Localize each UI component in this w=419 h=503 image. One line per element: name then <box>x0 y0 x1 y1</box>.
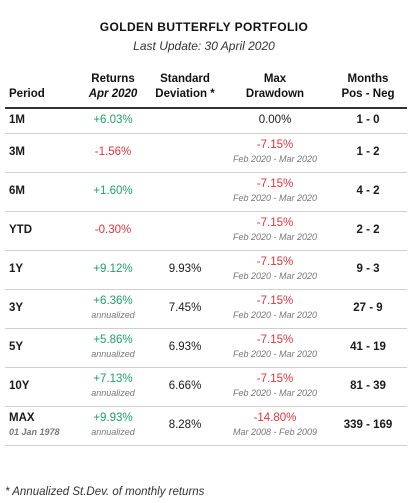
last-update-subtitle: Last Update: 30 April 2020 <box>133 39 275 53</box>
cell-return-annualized: annualized <box>91 309 135 320</box>
cell-max-drawdown: -7.15% Feb 2020 - Mar 2020 <box>221 289 329 329</box>
cell-max-drawdown: -7.15% Feb 2020 - Mar 2020 <box>221 133 329 173</box>
cell-drawdown-range: Feb 2020 - Mar 2020 <box>232 387 318 398</box>
cell-std-dev <box>149 211 221 251</box>
cell-months-pos-neg: 4 - 2 <box>329 172 407 212</box>
cell-return: -1.56% <box>77 133 149 173</box>
cell-period: MAX 01 Jan 1978 <box>5 406 77 446</box>
cell-return: +6.03% <box>77 108 149 134</box>
cell-return-annualized: annualized <box>91 426 135 437</box>
cell-return: +5.86% annualized <box>77 328 149 368</box>
cell-return-annualized: annualized <box>91 387 135 398</box>
cell-max-drawdown: -7.15% Feb 2020 - Mar 2020 <box>221 250 329 290</box>
cell-return: +6.36% annualized <box>77 289 149 329</box>
cell-max-drawdown: 0.00% <box>221 108 329 134</box>
cell-period: 3M <box>5 133 77 173</box>
cell-std-dev <box>149 172 221 212</box>
cell-drawdown-range: Feb 2020 - Mar 2020 <box>232 192 318 203</box>
cell-max-drawdown: -14.80% Mar 2008 - Feb 2009 <box>221 406 329 446</box>
cell-max-drawdown: -7.15% Feb 2020 - Mar 2020 <box>221 328 329 368</box>
cell-std-dev: 9.93% <box>149 250 221 290</box>
cell-period: 10Y <box>5 367 77 407</box>
cell-months-pos-neg: 81 - 39 <box>329 367 407 407</box>
cell-months-pos-neg: 2 - 2 <box>329 211 407 251</box>
header-row: Period Returns Apr 2020 Standard Deviati… <box>5 64 407 109</box>
table-row: 3M -1.56% -7.15% Feb 2020 - Mar 2020 1 - 2 <box>5 133 407 173</box>
cell-std-dev: 6.93% <box>149 328 221 368</box>
header-period: Period <box>5 64 77 109</box>
header-returns: Returns Apr 2020 <box>77 64 149 109</box>
header-months: Months Pos - Neg <box>329 64 407 109</box>
cell-max-drawdown: -7.15% Feb 2020 - Mar 2020 <box>221 367 329 407</box>
cell-std-dev <box>149 133 221 173</box>
cell-drawdown-range: Feb 2020 - Mar 2020 <box>232 348 318 359</box>
cell-max-drawdown: -7.15% Feb 2020 - Mar 2020 <box>221 172 329 212</box>
cell-return-annualized: annualized <box>91 348 135 359</box>
table-row: 1M +6.03% 0.00% 1 - 0 <box>5 108 407 134</box>
cell-drawdown-range: Feb 2020 - Mar 2020 <box>232 153 318 164</box>
footnote: * Annualized St.Dev. of monthly returns <box>5 486 205 498</box>
header-max-drawdown: Max Drawdown <box>221 64 329 109</box>
cell-return: -0.30% <box>77 211 149 251</box>
cell-std-dev: 8.28% <box>149 406 221 446</box>
cell-period: 1M <box>5 108 77 134</box>
cell-period: 6M <box>5 172 77 212</box>
performance-table: Period Returns Apr 2020 Standard Deviati… <box>5 64 407 446</box>
cell-period: 1Y <box>5 250 77 290</box>
cell-drawdown-range: Feb 2020 - Mar 2020 <box>232 231 318 242</box>
cell-period-start: 01 Jan 1978 <box>9 426 60 437</box>
header-std-dev: Standard Deviation * <box>149 64 221 109</box>
cell-return: +9.93% annualized <box>77 406 149 446</box>
cell-drawdown-range: Feb 2020 - Mar 2020 <box>232 270 318 281</box>
cell-months-pos-neg: 1 - 0 <box>329 108 407 134</box>
table-row: 10Y +7.13% annualized 6.66% -7.15% Feb 2020 -… <box>5 367 407 407</box>
cell-max-drawdown: -7.15% Feb 2020 - Mar 2020 <box>221 211 329 251</box>
cell-std-dev: 6.66% <box>149 367 221 407</box>
table-row: 5Y +5.86% annualized 6.93% -7.15% Feb 2020 - … <box>5 328 407 368</box>
table-title: GOLDEN BUTTERFLY PORTFOLIO <box>99 20 309 34</box>
cell-period: YTD <box>5 211 77 251</box>
table-row: MAX 01 Jan 1978 +9.93% annualized 8.28% -14.8… <box>5 406 407 446</box>
cell-std-dev <box>149 108 221 134</box>
cell-months-pos-neg: 27 - 9 <box>329 289 407 329</box>
cell-months-pos-neg: 9 - 3 <box>329 250 407 290</box>
table-row: 1Y +9.12% 9.93% -7.15% Feb 2020 - Mar 2020 9 … <box>5 250 407 290</box>
cell-period: 3Y <box>5 289 77 329</box>
cell-period: 5Y <box>5 328 77 368</box>
cell-months-pos-neg: 1 - 2 <box>329 133 407 173</box>
cell-months-pos-neg: 41 - 19 <box>329 328 407 368</box>
table-row: 6M +1.60% -7.15% Feb 2020 - Mar 2020 4 - 2 <box>5 172 407 212</box>
table-row: YTD -0.30% -7.15% Feb 2020 - Mar 2020 2 - 2 <box>5 211 407 251</box>
cell-months-pos-neg: 339 - 169 <box>329 406 407 446</box>
cell-return: +9.12% <box>77 250 149 290</box>
table-body: 1M +6.03% 0.00% 1 - 0 3M -1.56% -7.15% Feb 2020… <box>5 108 407 446</box>
table-row: 3Y +6.36% annualized 7.45% -7.15% Feb 2020 - … <box>5 289 407 329</box>
cell-return: +1.60% <box>77 172 149 212</box>
cell-std-dev: 7.45% <box>149 289 221 329</box>
cell-return: +7.13% annualized <box>77 367 149 407</box>
cell-drawdown-range: Mar 2008 - Feb 2009 <box>232 426 318 437</box>
cell-drawdown-range: Feb 2020 - Mar 2020 <box>232 309 318 320</box>
